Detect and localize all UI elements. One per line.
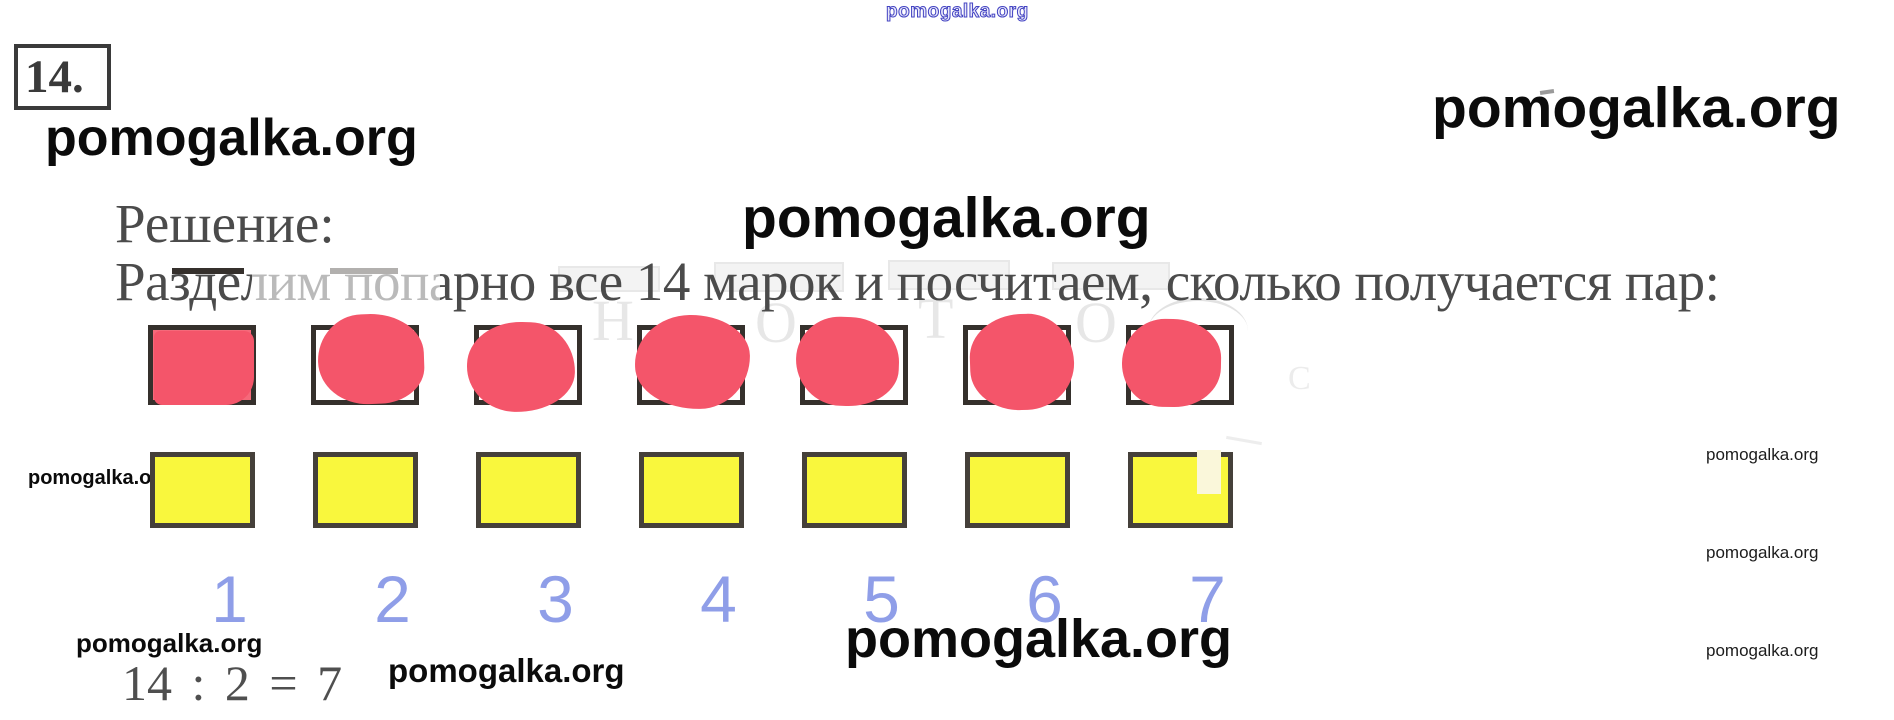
ghost-letter: Т bbox=[918, 286, 954, 351]
pair-number: 3 bbox=[537, 562, 574, 636]
watermark-left-big: pomogalka.org bbox=[45, 109, 418, 167]
pair-number: 5 bbox=[863, 562, 900, 636]
ghost-letter: О bbox=[755, 290, 797, 355]
erased-box bbox=[714, 262, 844, 292]
red-paint-mark bbox=[634, 314, 751, 410]
pair-number: 7 bbox=[1189, 562, 1226, 636]
task-number-box: 14. bbox=[14, 44, 111, 110]
task-number: 14. bbox=[25, 51, 84, 103]
solution-equation: 14 : 2 = 7 bbox=[122, 655, 343, 711]
pair-numbers-row: 1 2 3 4 5 6 7 bbox=[148, 566, 1289, 632]
ghost-letter: С bbox=[1288, 360, 1311, 397]
solution-label: Решение: bbox=[115, 193, 335, 254]
watermark-bottom-left-small: pomogalka.org bbox=[76, 628, 263, 658]
pair-number: 1 bbox=[211, 562, 248, 636]
yellow-stamp bbox=[802, 452, 965, 528]
erased-box bbox=[888, 260, 1010, 290]
ghost-letter: О bbox=[1075, 290, 1117, 355]
watermark-right-small-bottom: pomogalka.org bbox=[1706, 641, 1819, 660]
red-paint-mark bbox=[154, 331, 254, 405]
watermark-right-small-middle: pomogalka.org bbox=[1706, 543, 1819, 562]
red-stamp bbox=[311, 312, 474, 406]
red-stamp bbox=[794, 315, 963, 408]
red-paint-mark bbox=[1121, 318, 1222, 408]
pair-number: 6 bbox=[1026, 562, 1063, 636]
pair-number: 2 bbox=[374, 562, 411, 636]
stamps-top-row bbox=[148, 312, 1289, 414]
red-paint-mark bbox=[968, 312, 1076, 412]
red-stamp bbox=[148, 325, 311, 405]
watermark-middle-big: pomogalka.org bbox=[742, 186, 1151, 250]
erased-line-fragment bbox=[172, 268, 244, 274]
yellow-stamp bbox=[150, 452, 313, 528]
erased-box bbox=[558, 266, 660, 292]
erase-smudge bbox=[252, 250, 440, 304]
watermark-left-small: pomogalka.org bbox=[28, 467, 172, 489]
erased-box bbox=[1052, 262, 1170, 290]
watermark-right-small-top: pomogalka.org bbox=[1706, 445, 1819, 464]
white-patch bbox=[1197, 450, 1221, 494]
ghost-arc bbox=[1148, 298, 1248, 331]
red-paint-mark bbox=[465, 320, 577, 414]
yellow-stamp bbox=[1128, 435, 1291, 528]
red-stamp bbox=[963, 312, 1126, 412]
watermark-bottom-middle: pomogalka.org bbox=[388, 652, 625, 689]
watermark-bottom-big: pomogalka.org bbox=[845, 609, 1233, 669]
watermark-top-outline: pomogalka.org bbox=[886, 1, 1029, 22]
pair-number: 4 bbox=[700, 562, 737, 636]
red-paint-mark bbox=[316, 312, 426, 406]
red-paint-mark bbox=[794, 315, 901, 408]
yellow-stamp bbox=[965, 452, 1128, 528]
red-stamp bbox=[634, 314, 800, 410]
yellow-stamp bbox=[476, 452, 639, 528]
ghost-letter: Н bbox=[592, 288, 634, 353]
yellow-stamp bbox=[313, 452, 476, 528]
yellow-stamp bbox=[639, 452, 802, 528]
red-stamp bbox=[465, 320, 637, 414]
red-stamp bbox=[1121, 318, 1289, 408]
stamps-bottom-row bbox=[150, 435, 1291, 528]
watermark-top-right-big: pomogalka.org bbox=[1432, 76, 1841, 140]
